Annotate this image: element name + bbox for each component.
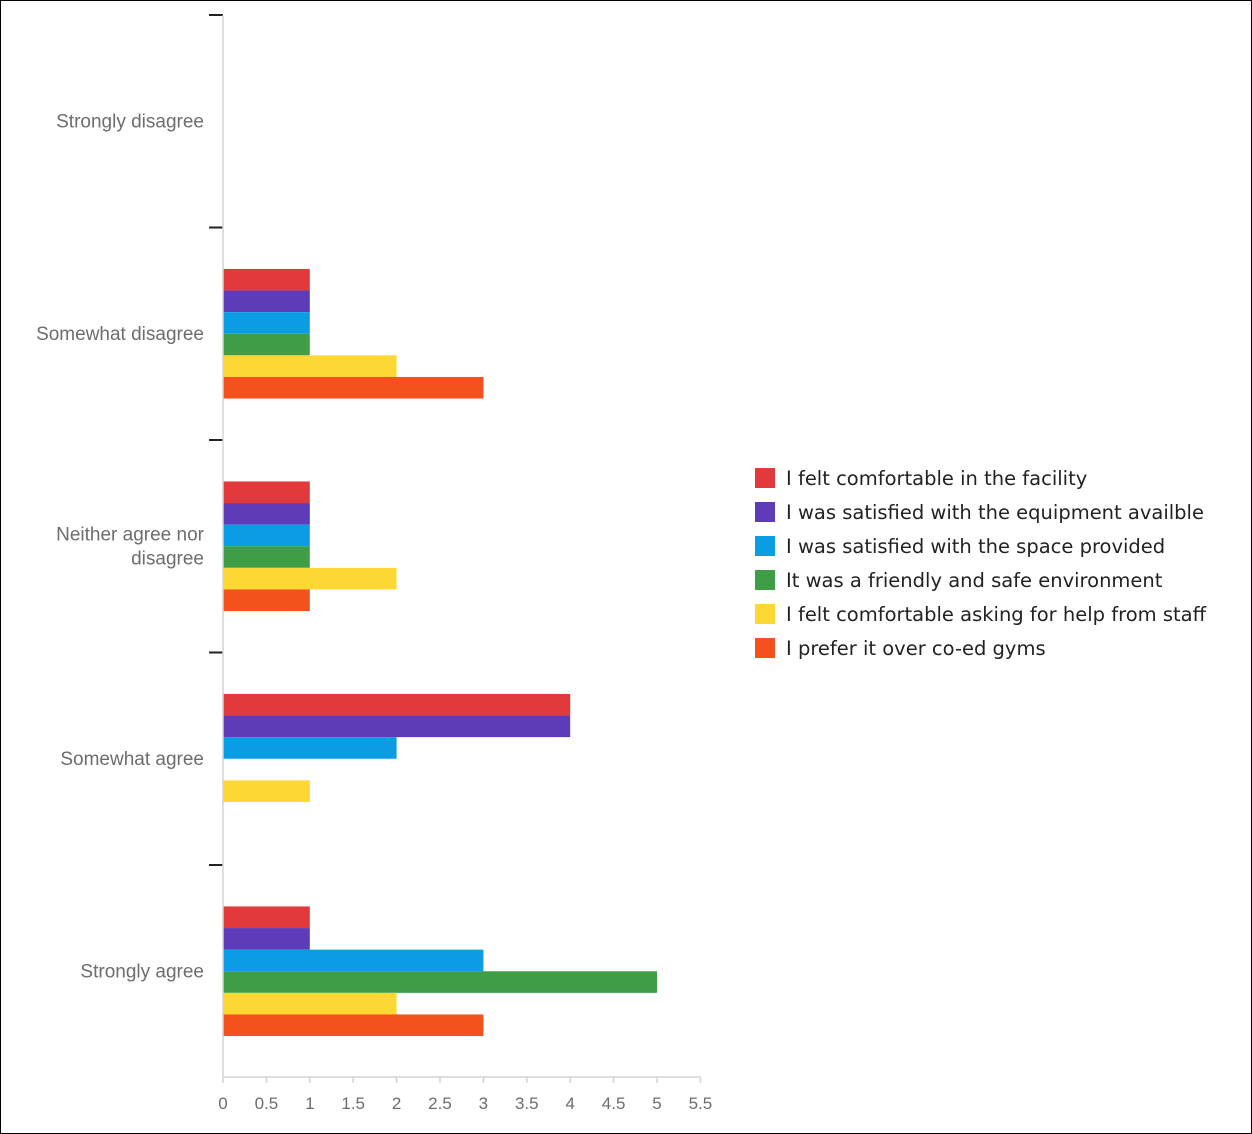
category-label-line: Somewhat agree bbox=[60, 749, 204, 770]
bar[interactable] bbox=[223, 737, 397, 759]
bar[interactable] bbox=[223, 290, 310, 313]
bar[interactable] bbox=[223, 971, 657, 993]
value-tick-label: 5.5 bbox=[689, 1094, 713, 1113]
bar[interactable] bbox=[223, 481, 310, 504]
bar[interactable] bbox=[223, 503, 310, 525]
category-label-line: Neither agree nor bbox=[56, 524, 205, 545]
bar[interactable] bbox=[223, 715, 571, 738]
bar[interactable] bbox=[223, 906, 310, 929]
value-tick-label: 2.5 bbox=[428, 1094, 452, 1113]
legend-item[interactable]: I was satisfied with the equipment avail… bbox=[755, 495, 1206, 529]
legend-item[interactable]: It was a friendly and safe environment bbox=[755, 563, 1206, 597]
legend-label: I was satisfied with the equipment avail… bbox=[786, 500, 1204, 524]
category-axis-ticks bbox=[209, 14, 223, 866]
legend-item[interactable]: I was satisfied with the space provided bbox=[755, 529, 1206, 563]
value-tick-label: 3 bbox=[479, 1094, 488, 1113]
bar[interactable] bbox=[223, 355, 397, 377]
legend-item[interactable]: I felt comfortable asking for help from … bbox=[755, 597, 1206, 631]
bar[interactable] bbox=[223, 1014, 484, 1037]
legend-swatch bbox=[755, 570, 775, 590]
value-axis-ticks bbox=[222, 1077, 702, 1083]
value-tick-label: 4.5 bbox=[602, 1094, 626, 1113]
category-label-line: Strongly agree bbox=[80, 961, 204, 982]
legend-swatch bbox=[755, 502, 775, 522]
category-label-line: Somewhat disagree bbox=[36, 324, 204, 345]
bar[interactable] bbox=[223, 992, 397, 1015]
value-tick-label: 5 bbox=[652, 1094, 661, 1113]
legend-label: I felt comfortable in the facility bbox=[786, 466, 1088, 490]
bar[interactable] bbox=[223, 312, 310, 334]
value-tick-label: 0 bbox=[218, 1094, 227, 1113]
category-label-line: Strongly disagree bbox=[56, 111, 204, 132]
value-tick-label: 3.5 bbox=[515, 1094, 539, 1113]
legend-item[interactable]: I prefer it over co-ed gyms bbox=[755, 631, 1206, 665]
legend-swatch bbox=[755, 468, 775, 488]
legend: I felt comfortable in the facility I was… bbox=[755, 461, 1206, 665]
value-tick-label: 4 bbox=[565, 1094, 574, 1113]
value-tick-label: 0.5 bbox=[255, 1094, 279, 1113]
bar[interactable] bbox=[223, 780, 310, 802]
bar[interactable] bbox=[223, 376, 484, 399]
value-tick-label: 2 bbox=[392, 1094, 401, 1113]
value-tick-label: 1.5 bbox=[341, 1094, 365, 1113]
legend-swatch bbox=[755, 638, 775, 658]
category-label: Strongly disagree bbox=[56, 111, 204, 132]
bar[interactable] bbox=[223, 693, 571, 716]
legend-label: It was a friendly and safe environment bbox=[786, 568, 1163, 592]
legend-label: I felt comfortable asking for help from … bbox=[786, 602, 1207, 626]
bar[interactable] bbox=[223, 524, 310, 547]
bar-series-group bbox=[223, 268, 657, 1037]
category-label: Somewhat disagree bbox=[36, 324, 204, 345]
category-label: Strongly agree bbox=[80, 961, 204, 982]
legend-swatch bbox=[755, 536, 775, 556]
category-label: Neither agree nor disagree bbox=[56, 524, 205, 569]
legend-swatch bbox=[755, 604, 775, 624]
bar[interactable] bbox=[223, 949, 484, 972]
value-tick-label: 1 bbox=[305, 1094, 314, 1113]
bar[interactable] bbox=[223, 268, 310, 291]
bar[interactable] bbox=[223, 546, 310, 568]
category-label-line: disagree bbox=[131, 548, 204, 569]
category-axis-labels: Strongly disagree Somewhat disagree Neithe… bbox=[36, 111, 205, 982]
bar[interactable] bbox=[223, 567, 397, 590]
bar[interactable] bbox=[223, 333, 310, 356]
category-label: Somewhat agree bbox=[60, 749, 204, 770]
legend-label: I was satisfied with the space provided bbox=[786, 534, 1166, 558]
bar[interactable] bbox=[223, 928, 310, 950]
legend-item[interactable]: I felt comfortable in the facility bbox=[755, 461, 1206, 495]
legend-label: I prefer it over co-ed gyms bbox=[786, 636, 1046, 660]
value-axis-labels: 0 0.5 1 1.5 2 2.5 3 3.5 4 4.5 5 5.5 bbox=[218, 1094, 712, 1113]
bar[interactable] bbox=[223, 589, 310, 612]
